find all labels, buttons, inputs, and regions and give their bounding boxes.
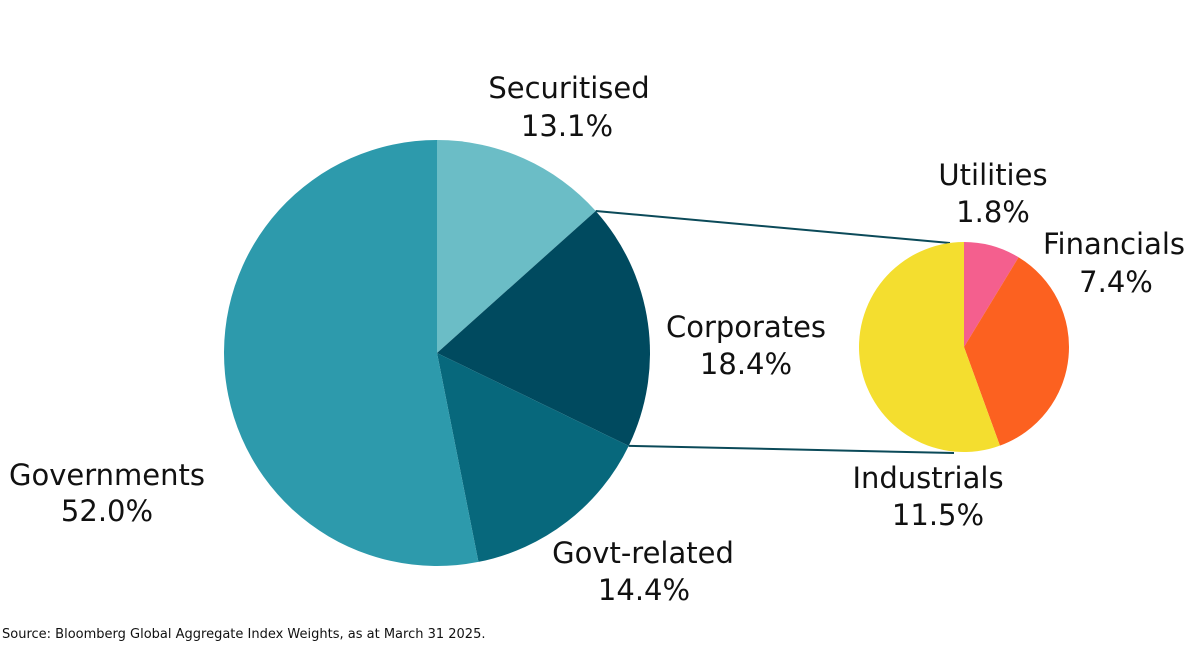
source-note: Source: Bloomberg Global Aggregate Index… (2, 627, 486, 642)
slice-value-industrials: 11.5% (892, 498, 984, 532)
connector-lines (595, 209, 955, 454)
slice-value-utilities: 1.8% (956, 195, 1030, 229)
pie-slice-governments (224, 140, 479, 566)
slice-value-securitised: 13.1% (521, 109, 613, 143)
slice-value-govt-related: 14.4% (598, 573, 690, 607)
slice-label-governments: Governments (9, 458, 205, 492)
slice-label-utilities: Utilities (938, 158, 1047, 192)
slice-label-securitised: Securitised (488, 71, 649, 105)
pie-slice-financials (964, 257, 1070, 446)
slice-value-financials: 7.4% (1079, 265, 1153, 299)
pie-slice-industrials (859, 242, 1000, 452)
pie-slice-securitised (437, 140, 596, 353)
connector-line-bottom (628, 444, 955, 454)
slice-label-financials: Financials (1043, 227, 1185, 261)
slice-label-industrials: Industrials (852, 461, 1003, 495)
slice-value-corporates: 18.4% (700, 347, 792, 381)
slice-label-corporates: Corporates (666, 310, 826, 344)
pie-slice-utilities (964, 242, 1019, 347)
slice-value-governments: 52.0% (61, 494, 153, 528)
corporates-breakdown-pie (859, 242, 1070, 452)
main-pie (224, 140, 650, 566)
pie-slice-govt-related (437, 353, 629, 562)
connector-line-top (595, 209, 951, 244)
pie-slice-corporates (437, 210, 650, 446)
slice-label-govt-related: Govt-related (552, 536, 734, 570)
